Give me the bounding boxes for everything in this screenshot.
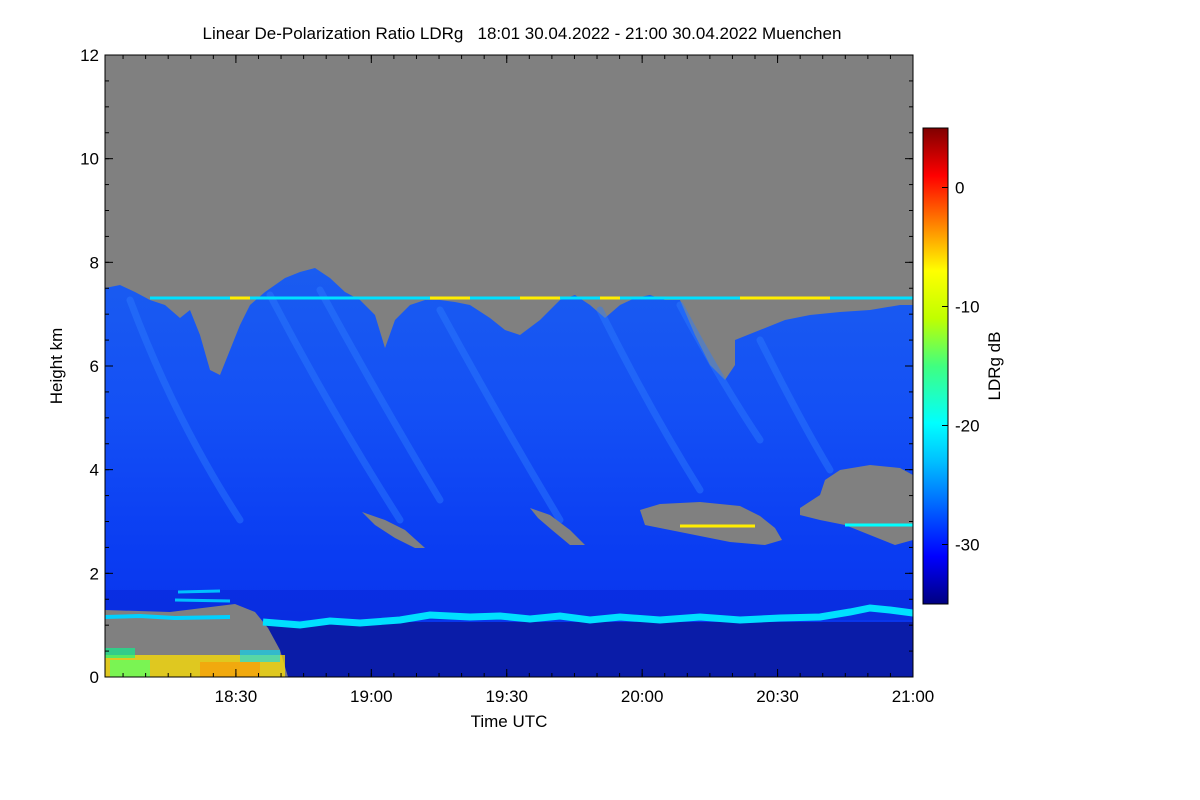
- y-tick-label: 10: [80, 150, 99, 169]
- gap-right-1: [640, 502, 782, 545]
- colorbar-ticks: 0 -10 -20 -30: [942, 179, 980, 555]
- x-axis: 18:30 19:00 19:30 20:00 20:30 21:00: [122, 55, 935, 706]
- colorbar: [922, 127, 949, 605]
- colorbar-tick-label: -30: [955, 536, 980, 555]
- x-tick-label: 21:00: [892, 687, 935, 706]
- gap-mid-1: [362, 512, 425, 548]
- colorbar-tick-label: -10: [955, 298, 980, 317]
- surface-layer: [260, 622, 913, 677]
- colorbar-tick-label: -20: [955, 417, 980, 436]
- y-tick-label: 12: [80, 46, 99, 65]
- boundary-layer-line: [262, 604, 913, 629]
- cirrus-cloud-body: [105, 268, 913, 677]
- fall-streaks: [126, 286, 834, 524]
- x-axis-label: Time UTC: [471, 712, 548, 731]
- x-tick-label: 19:30: [485, 687, 528, 706]
- colorbar-tick-label: 0: [955, 179, 964, 198]
- x-tick-label: 20:30: [756, 687, 799, 706]
- chart-title: Linear De-Polarization Ratio LDRg 18:01 …: [203, 24, 842, 43]
- surface-speckle: [105, 648, 285, 677]
- plot-area: [105, 55, 913, 677]
- y-tick-label: 2: [90, 564, 99, 583]
- y-axis: 0 2 4 6 8 10 12: [80, 46, 913, 687]
- boundary-layer-line-left: [105, 613, 231, 621]
- aerosol-layer-left: [174, 589, 231, 603]
- y-axis-label: Height km: [47, 328, 66, 405]
- x-tick-label: 19:00: [350, 687, 393, 706]
- y-tick-label: 0: [90, 668, 99, 687]
- y-tick-label: 4: [90, 461, 99, 480]
- colorbar-label: LDRg dB: [985, 332, 1004, 401]
- x-tick-label: 18:30: [215, 687, 258, 706]
- y-tick-label: 8: [90, 253, 99, 272]
- x-tick-label: 20:00: [621, 687, 664, 706]
- y-tick-label: 6: [90, 357, 99, 376]
- gap-mid-2: [530, 508, 585, 545]
